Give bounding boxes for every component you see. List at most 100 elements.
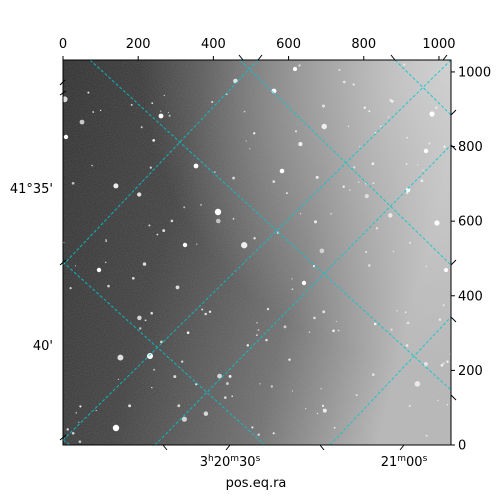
bright-star	[429, 111, 435, 117]
bright-star	[292, 66, 298, 72]
star	[380, 125, 382, 128]
grid-line	[329, 316, 451, 445]
star	[347, 125, 350, 128]
star	[256, 322, 258, 324]
plot-area	[62, 59, 452, 446]
world-tick	[450, 316, 457, 323]
bright-star	[193, 163, 199, 169]
star	[337, 329, 340, 332]
sky-noise	[63, 60, 451, 445]
star-field	[63, 63, 451, 444]
star	[79, 405, 82, 408]
bright-star	[405, 187, 411, 193]
world-tick	[162, 444, 168, 451]
star	[252, 132, 256, 135]
x-top-tick-label: 400	[201, 37, 226, 52]
bright-star	[279, 168, 285, 174]
x-top-tick-label: 0	[59, 37, 67, 52]
bright-star	[147, 353, 153, 359]
grid-line	[394, 60, 451, 116]
star	[162, 229, 166, 233]
x-top-tick-label: 1000	[422, 37, 455, 52]
star	[330, 212, 332, 215]
star	[272, 180, 276, 183]
dec-tick-label-2: 40'	[33, 339, 53, 354]
star	[251, 426, 254, 429]
star	[113, 183, 119, 189]
grid-line	[63, 60, 259, 266]
star	[359, 146, 361, 148]
star	[406, 136, 409, 139]
star	[320, 388, 322, 390]
star	[390, 328, 393, 331]
star	[216, 218, 221, 224]
star	[409, 241, 412, 244]
star	[167, 111, 170, 114]
star	[71, 181, 75, 185]
star	[335, 320, 338, 323]
star	[175, 285, 180, 290]
y-right-tick-label: 0	[458, 439, 466, 454]
star	[181, 416, 187, 422]
star	[137, 315, 142, 321]
star	[142, 262, 147, 266]
star	[442, 362, 445, 365]
star	[150, 311, 153, 315]
star	[149, 166, 152, 169]
star	[355, 394, 358, 397]
star	[163, 94, 165, 97]
star	[291, 278, 293, 280]
star	[211, 100, 214, 104]
star	[392, 250, 395, 253]
star	[299, 213, 302, 215]
star	[321, 404, 325, 407]
star	[92, 111, 95, 113]
star	[225, 382, 229, 385]
star	[200, 204, 202, 206]
star	[372, 182, 375, 185]
star	[374, 132, 377, 134]
dec-tick-label-1: 41°35'	[10, 182, 53, 197]
star	[156, 233, 159, 236]
star	[131, 276, 135, 280]
world-tick	[59, 79, 66, 86]
star	[364, 194, 369, 199]
x-axis-title: pos.eq.ra	[226, 476, 287, 491]
star	[266, 307, 270, 311]
star	[137, 192, 142, 197]
bright-star	[214, 208, 222, 216]
world-tick	[390, 54, 396, 61]
star	[314, 220, 317, 224]
world-tick	[59, 259, 67, 266]
bright-star	[112, 424, 120, 432]
star	[322, 104, 325, 108]
star	[173, 375, 177, 379]
star	[231, 395, 234, 398]
star	[151, 386, 153, 389]
star	[308, 331, 311, 333]
bright-star	[182, 242, 188, 248]
star	[78, 421, 80, 423]
star	[368, 110, 371, 113]
star	[312, 264, 316, 268]
star	[71, 431, 75, 435]
world-tick	[225, 444, 231, 451]
star	[160, 110, 162, 112]
grid-line	[63, 60, 451, 441]
y-right-tick-label: 400	[458, 289, 483, 304]
wcs-grid	[63, 60, 451, 445]
star	[246, 344, 250, 347]
grid-line	[239, 60, 451, 266]
star	[422, 169, 424, 171]
bright-star	[443, 267, 449, 273]
star	[298, 64, 301, 67]
star	[363, 106, 366, 109]
bright-star	[96, 267, 102, 273]
world-axis-ticks	[59, 54, 457, 451]
star	[181, 360, 184, 363]
star	[243, 110, 246, 113]
world-tick	[450, 394, 457, 401]
star	[105, 239, 107, 241]
world-tick	[59, 90, 67, 96]
